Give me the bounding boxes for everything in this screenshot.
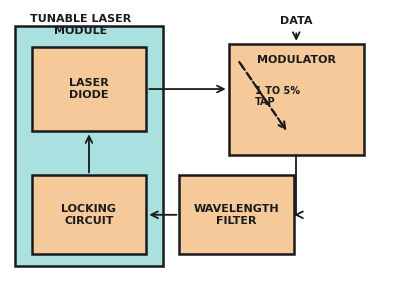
Bar	[179, 175, 294, 254]
Bar	[32, 47, 146, 131]
Text: 1 TO 5%
TAP: 1 TO 5% TAP	[255, 86, 300, 107]
Text: TUNABLE LASER
MODULE: TUNABLE LASER MODULE	[30, 15, 131, 36]
Bar	[228, 44, 364, 155]
Text: MODULATOR: MODULATOR	[257, 55, 336, 66]
Bar	[32, 175, 146, 254]
Text: LOCKING
CIRCUIT: LOCKING CIRCUIT	[62, 204, 116, 226]
Bar	[15, 26, 163, 266]
Text: WAVELENGTH
FILTER: WAVELENGTH FILTER	[194, 204, 280, 226]
Text: DATA: DATA	[280, 16, 312, 26]
Text: LASER
DIODE: LASER DIODE	[69, 78, 109, 100]
